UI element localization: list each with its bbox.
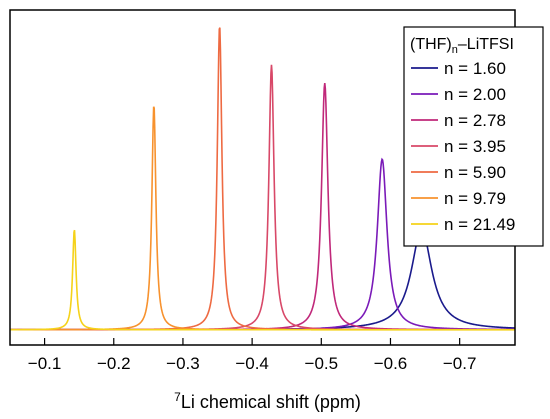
x-tick-label: −0.5 <box>305 354 339 373</box>
x-tick-label: −0.4 <box>235 354 269 373</box>
x-tick-label: −0.6 <box>374 354 408 373</box>
x-axis-label-text: Li chemical shift (ppm) <box>181 392 361 412</box>
spectra-group <box>10 27 516 331</box>
legend-label: n = 3.95 <box>444 137 506 156</box>
legend: (THF)n–LiTFSI n = 1.60n = 2.00n = 2.78n … <box>403 26 544 247</box>
x-axis-ticks: −0.1 −0.2 −0.3 −0.4 −0.5 −0.6 −0.7 <box>28 338 477 373</box>
legend-title-subscript: n <box>452 44 458 56</box>
x-tick-label: −0.1 <box>28 354 62 373</box>
legend-items: n = 1.60 n = 2.00 n = 2.78 n = 3.95 n = 5.90… <box>411 59 515 234</box>
legend-label: n = 2.78 <box>444 111 506 130</box>
x-tick-label: −0.2 <box>97 354 131 373</box>
legend-title: (THF)n–LiTFSI <box>410 36 514 56</box>
spectrum-line-7 <box>10 229 515 331</box>
legend-label: n = 5.90 <box>444 163 506 182</box>
legend-title-main: (THF) <box>410 36 452 53</box>
x-axis-label: 7Li chemical shift (ppm) <box>174 390 361 412</box>
legend-box <box>403 26 544 247</box>
legend-label: n = 9.79 <box>444 189 506 208</box>
x-tick-label: −0.3 <box>166 354 200 373</box>
legend-label: n = 1.60 <box>444 59 506 78</box>
legend-label: n = 2.00 <box>444 85 506 104</box>
x-tick-label: −0.7 <box>443 354 477 373</box>
legend-label: n = 21.49 <box>444 215 515 234</box>
x-axis-label-superscript: 7 <box>174 390 181 404</box>
legend-title-suffix: –LiTFSI <box>458 36 514 53</box>
